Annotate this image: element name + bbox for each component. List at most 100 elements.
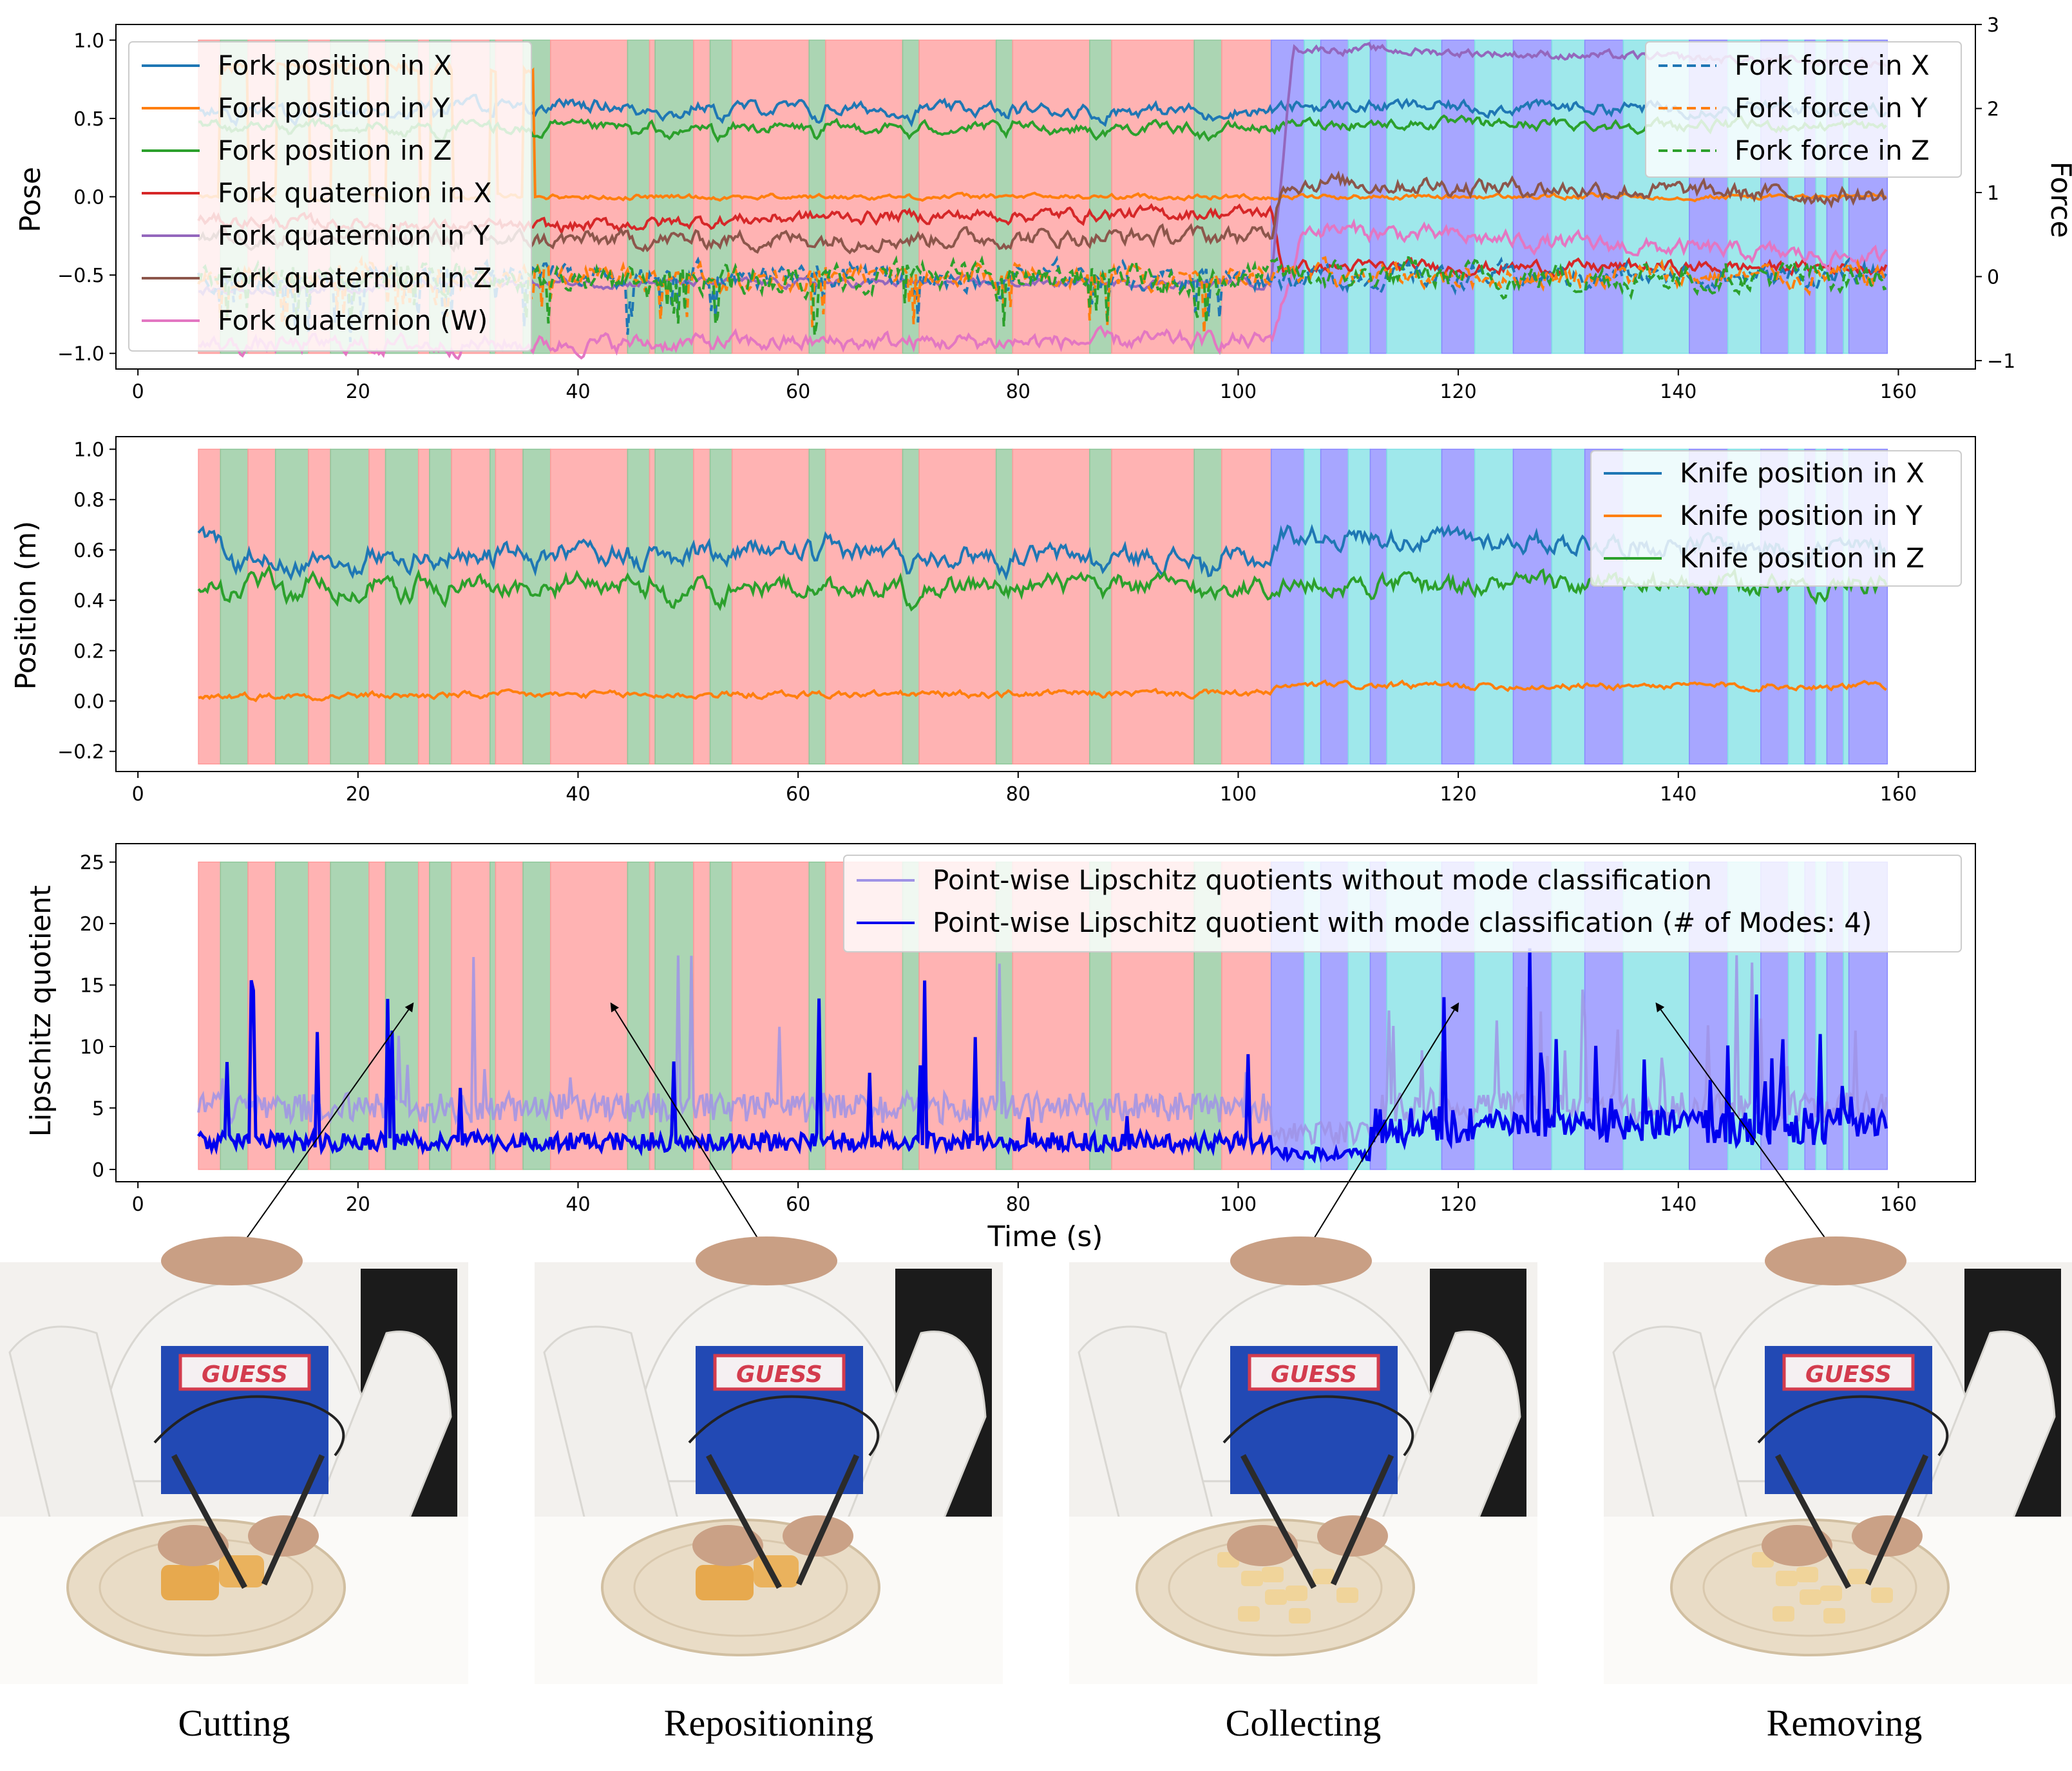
position-y-ticks: 1.0 0.8 0.6 0.4 0.2 0.0 −0.2 [57, 439, 116, 764]
bread-slice [161, 1565, 219, 1600]
pose-ylabel: Pose [14, 167, 47, 232]
lipschitz-y-ticks: 25 20 15 10 5 0 [80, 852, 116, 1182]
mode-band-cutting [731, 448, 810, 765]
y-tick-label: 1.0 [73, 30, 104, 52]
x-tick-label: 140 [1660, 1193, 1697, 1216]
mode-band-cutting [693, 861, 711, 1170]
mode-band-cutting [1111, 448, 1195, 765]
left-sleeve [1612, 1325, 1760, 1579]
right-sleeve [301, 1331, 452, 1560]
bread-piece [1262, 1567, 1284, 1582]
series-line-knife-position-in-y [198, 679, 1887, 703]
photo-caption: Cutting [178, 1702, 290, 1744]
bread-piece [1289, 1608, 1311, 1624]
mode-band-repositioning [627, 448, 651, 765]
y-tick-label: 1 [1987, 182, 1999, 205]
x-tick-label: 80 [1006, 381, 1031, 403]
mode-band-repositioning [429, 861, 452, 1170]
lipschitz-ylabel: Lipschitz quotient [24, 886, 57, 1137]
y-tick-label: −0.5 [57, 265, 104, 287]
pose-panel: 0 20 40 60 80 100 120 140 160 1.00.50.0−0.5−1.0 … [14, 14, 2072, 403]
mode-band-repositioning [489, 861, 497, 1170]
y-tick-label: 0.0 [73, 187, 104, 209]
shirt-logo-text: GUESS [1271, 1361, 1357, 1388]
y-tick-label: 0.6 [73, 540, 104, 562]
legend-label: Fork quaternion (W) [218, 305, 488, 336]
mode-band-cutting [731, 861, 810, 1170]
y-tick-label: 10 [80, 1036, 104, 1059]
mode-band-cutting [368, 448, 386, 765]
sensor-cable [1757, 1395, 1949, 1457]
shirt-logo-box [713, 1354, 846, 1391]
x-tick-label: 100 [1220, 783, 1257, 806]
legend-label: Knife position in Z [1680, 542, 1925, 574]
face-chin [1765, 1236, 1906, 1285]
pose-legend-left: Fork position in X Fork position in Y Fork… [128, 41, 532, 352]
x-tick-label: 120 [1440, 783, 1476, 806]
arrow-repositioning [610, 1002, 770, 1256]
lipschitz-with-mode-line [197, 948, 1888, 1164]
mode-band-cutting [495, 861, 524, 1170]
legend-label: Fork force in X [1735, 50, 1930, 81]
mode-band-repositioning [220, 448, 249, 765]
shirt-logo-box [1248, 1354, 1380, 1391]
mode-band-collecting [1369, 448, 1387, 765]
x-tick-label: 0 [132, 783, 144, 806]
mode-band-cutting [918, 448, 997, 765]
left-hand [158, 1525, 229, 1566]
bread-piece [1820, 1586, 1842, 1601]
x-tick-label: 60 [786, 783, 810, 806]
mode-band-repositioning [385, 448, 419, 765]
left-hand [1227, 1525, 1298, 1566]
y-tick-label: 0.4 [73, 590, 104, 612]
mode-band-repositioning [489, 448, 497, 765]
mode-band-cutting [693, 448, 711, 765]
fork-instrumented [1865, 1454, 1929, 1586]
arrow-removing [1655, 1002, 1839, 1256]
x-tick-label: 0 [132, 1193, 144, 1216]
knife-instrumented [1775, 1454, 1851, 1589]
mode-band-cutting [198, 448, 222, 765]
mode-band-cutting [418, 448, 430, 765]
y-tick-label: 15 [80, 975, 104, 998]
fork-instrumented [795, 1454, 860, 1586]
mode-band-repositioning [330, 861, 370, 1170]
mode-band-cutting [550, 448, 629, 765]
shirt-logo-text: GUESS [736, 1361, 822, 1388]
x-tick-label: 80 [1006, 1193, 1031, 1216]
mode-band-cutting [451, 448, 491, 765]
right-sleeve [1370, 1331, 1521, 1560]
lipschitz-panel: 0 20 40 60 80 100 120 140 160 25 20 15 10 5 0 Lipschi… [24, 843, 1976, 1253]
bread-piece [1336, 1587, 1358, 1603]
mode-band-cutting [1012, 448, 1090, 765]
face-chin [1230, 1236, 1372, 1285]
left-sleeve [1078, 1325, 1225, 1579]
legend-label: Point-wise Lipschitz quotients without m… [933, 864, 1712, 896]
x-tick-label: 120 [1440, 381, 1476, 403]
mode-band-collecting [1512, 448, 1553, 765]
x-tick-label: 160 [1880, 783, 1917, 806]
mode-band-repositioning [1089, 448, 1112, 765]
mode-band-removing [1347, 448, 1371, 765]
mode-band-repositioning [274, 861, 309, 1170]
fork-instrumented [1330, 1454, 1394, 1586]
legend-label: Knife position in X [1680, 457, 1925, 489]
bread-piece [1871, 1587, 1893, 1603]
mode-band-cutting [495, 448, 524, 765]
y-tick-label: 5 [92, 1097, 104, 1120]
photo-row: GUESS Cutting GUESS Repositioning GUESS Colle… [0, 1236, 2072, 1744]
face-chin [696, 1236, 837, 1285]
x-tick-label: 140 [1660, 381, 1697, 403]
mode-band-cutting [368, 861, 386, 1170]
bread-piece [1800, 1589, 1821, 1605]
legend-label: Point-wise Lipschitz quotient with mode … [933, 907, 1872, 938]
x-tick-label: 120 [1440, 1193, 1476, 1216]
y-tick-label: 3 [1987, 14, 1999, 37]
shirt-logo-text: GUESS [202, 1361, 288, 1388]
y-tick-label: 0.2 [73, 640, 104, 663]
bread-piece [1265, 1589, 1287, 1605]
mode-band-repositioning [709, 861, 733, 1170]
photo-caption: Repositioning [664, 1702, 873, 1744]
mode-band-repositioning [429, 448, 452, 765]
left-hand [692, 1525, 763, 1566]
